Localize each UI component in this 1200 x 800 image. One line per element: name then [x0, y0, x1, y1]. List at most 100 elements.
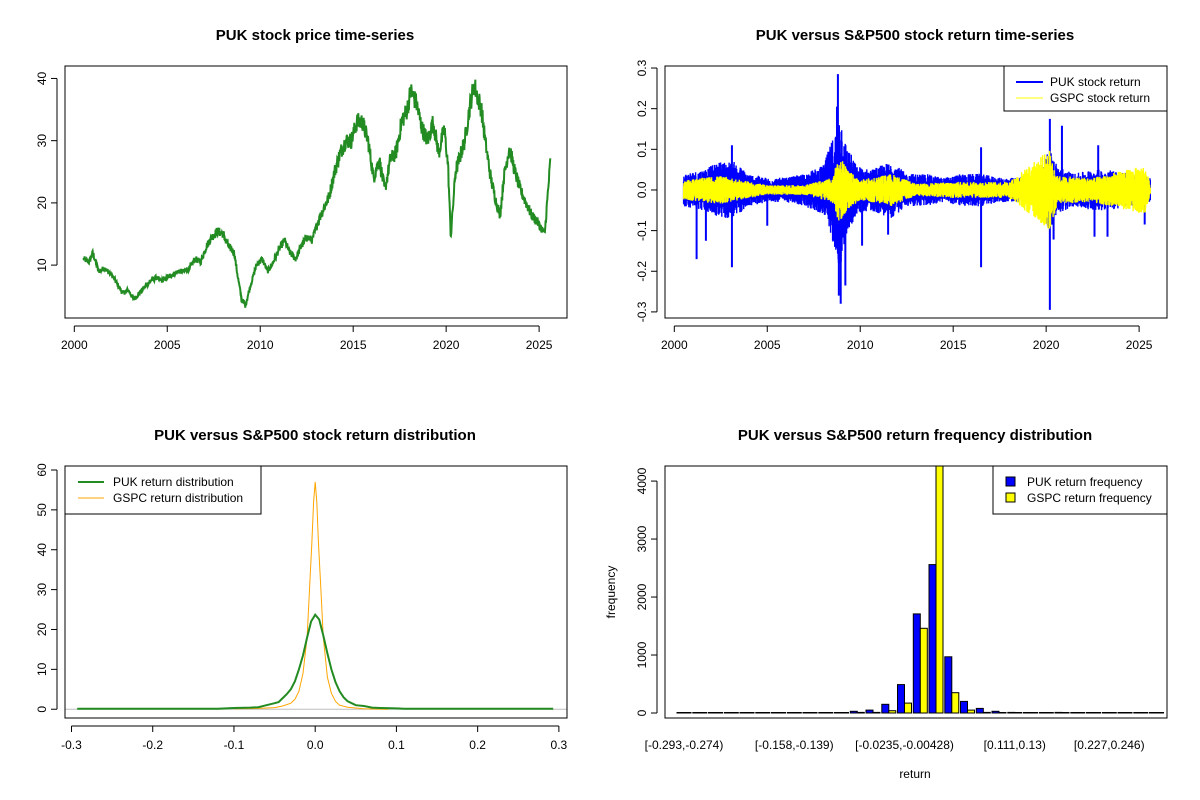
- histogram-chart-frame: [664, 465, 1168, 719]
- puk-frequency-bar: [1133, 712, 1142, 714]
- price-x-tick-label: 2015: [340, 338, 367, 352]
- density-chart-frame: [64, 465, 568, 719]
- gspc-frequency-bar: [825, 712, 834, 714]
- puk-frequency-bar: [1007, 711, 1016, 714]
- price-y-tick-label: 10: [35, 258, 49, 272]
- density-chart: PUK versus S&P500 stock return distribut…: [35, 427, 568, 752]
- puk-frequency-bar: [881, 703, 890, 714]
- puk-frequency-bar: [928, 564, 937, 714]
- legend-gspc-freq-label: GSPC return frequency: [1027, 491, 1152, 505]
- histogram-y-tick-label: 4000: [635, 467, 649, 494]
- density-x-tick-label: -0.3: [61, 738, 82, 752]
- puk-frequency-bar: [912, 613, 921, 714]
- density-y-tick-label: 0: [35, 706, 49, 713]
- gspc-frequency-bar: [1014, 712, 1023, 714]
- puk-frequency-bar: [802, 712, 811, 714]
- gspc-frequency-bar: [778, 712, 786, 714]
- price-x-tick-label: 2025: [526, 338, 553, 352]
- puk-frequency-bar: [1054, 711, 1063, 714]
- puk-frequency-bar: [692, 712, 701, 714]
- density-x-tick-label: 0.1: [388, 738, 405, 752]
- histogram-chart: PUK versus S&P500 return frequency distr…: [604, 427, 1168, 781]
- histogram-y-tick-label: 2000: [635, 583, 649, 610]
- gspc-frequency-bar: [856, 711, 865, 714]
- returns-chart-title: PUK versus S&P500 stock return time-seri…: [756, 27, 1074, 44]
- histogram-legend-box: [992, 465, 1168, 515]
- gspc-frequency-bar: [715, 712, 723, 714]
- puk-frequency-bar: [708, 712, 716, 714]
- price-chart-frame: [64, 65, 568, 319]
- gspc-frequency-bar: [1045, 712, 1054, 714]
- returns-legend: PUK stock return GSPC stock return: [1003, 65, 1168, 112]
- density-x-tick-label: 0.0: [307, 738, 324, 752]
- histogram-ylabel: frequency: [604, 566, 618, 619]
- legend-puk-return-label: PUK stock return: [1050, 75, 1141, 89]
- puk-frequency-bar: [897, 684, 905, 714]
- histogram-x-tick-label: [0.111,0.13): [984, 738, 1046, 752]
- puk-frequency-bar: [1117, 712, 1126, 714]
- legend-puk-dist-label: PUK return distribution: [113, 475, 234, 489]
- gspc-frequency-bar: [872, 711, 881, 714]
- gspc-frequency-bar: [1140, 712, 1149, 714]
- density-y-tick-label: 10: [35, 662, 49, 676]
- puk-frequency-bar: [991, 710, 1000, 714]
- puk-frequency-bar: [1070, 712, 1079, 714]
- histogram-x-tick-label: [-0.293,-0.274): [645, 738, 724, 752]
- price-y-tick-label: 30: [35, 134, 49, 148]
- puk-frequency-bar: [818, 712, 827, 714]
- returns-legend-box: [1003, 65, 1168, 112]
- price-y-tick-label: 20: [35, 196, 49, 210]
- price-series-line: [82, 79, 552, 308]
- gspc-frequency-bar: [1061, 712, 1070, 714]
- puk-frequency-bar: [1023, 712, 1031, 714]
- puk-frequency-bar: [723, 712, 732, 714]
- gspc-frequency-bar: [1077, 712, 1086, 714]
- puk-frequency-bar: [834, 712, 842, 714]
- puk-frequency-bar: [771, 712, 779, 714]
- returns-chart: PUK versus S&P500 stock return time-seri…: [635, 27, 1168, 352]
- histogram-legend: PUK return frequency GSPC return frequen…: [992, 465, 1168, 515]
- legend-gspc-freq-swatch: [1005, 492, 1016, 503]
- density-chart-title: PUK versus S&P500 stock return distribut…: [154, 427, 476, 444]
- density-y-tick-label: 40: [35, 543, 49, 557]
- gspc-return-series: [682, 150, 1151, 229]
- price-x-tick-label: 2000: [61, 338, 88, 352]
- returns-y-tick-label: 0.0: [635, 181, 649, 198]
- puk-frequency-bar: [865, 709, 874, 714]
- returns-x-tick-label: 2010: [847, 338, 874, 352]
- histogram-y-tick-label: 0: [635, 709, 649, 716]
- histogram-y-tick-label: 3000: [635, 525, 649, 552]
- histogram-x-tick-label: [-0.158,-0.139): [755, 738, 834, 752]
- gspc-frequency-bar: [1108, 712, 1117, 714]
- returns-y-tick-label: 0.2: [635, 100, 649, 117]
- legend-gspc-return-label: GSPC stock return: [1050, 91, 1150, 105]
- density-x-tick-label: 0.2: [469, 738, 486, 752]
- histogram-y-tick-label: 1000: [635, 641, 649, 668]
- puk-frequency-bar: [755, 712, 764, 714]
- density-x-tick-label: -0.2: [142, 738, 163, 752]
- gspc-frequency-bar: [730, 712, 739, 714]
- density-y-tick-label: 50: [35, 503, 49, 517]
- gspc-density-line: [233, 481, 389, 710]
- legend-gspc-dist-label: GSPC return distribution: [113, 491, 243, 505]
- returns-x-tick-label: 2015: [940, 338, 967, 352]
- histogram-x-tick-label: [-0.0235,-0.00428): [855, 738, 954, 752]
- gspc-frequency-bar: [919, 627, 928, 714]
- gspc-frequency-bar: [1030, 712, 1038, 714]
- returns-y-tick-label: -0.2: [635, 261, 649, 282]
- puk-frequency-bar: [960, 700, 968, 714]
- histogram-chart-title: PUK versus S&P500 return frequency distr…: [738, 427, 1092, 444]
- density-y-tick-label: 60: [35, 463, 49, 477]
- density-x-tick-label: 0.3: [551, 738, 568, 752]
- gspc-frequency-bar: [982, 711, 991, 714]
- gspc-frequency-bar: [967, 709, 975, 714]
- price-y-tick-label: 40: [35, 71, 49, 85]
- puk-frequency-bar: [944, 656, 953, 714]
- density-legend: PUK return distribution GSPC return dist…: [64, 465, 262, 515]
- returns-y-tick-label: 0.1: [635, 141, 649, 158]
- returns-y-tick-label: -0.3: [635, 301, 649, 322]
- returns-y-tick-label: -0.1: [635, 220, 649, 241]
- gspc-frequency-bar: [1156, 712, 1164, 714]
- returns-y-tick-label: 0.3: [635, 59, 649, 76]
